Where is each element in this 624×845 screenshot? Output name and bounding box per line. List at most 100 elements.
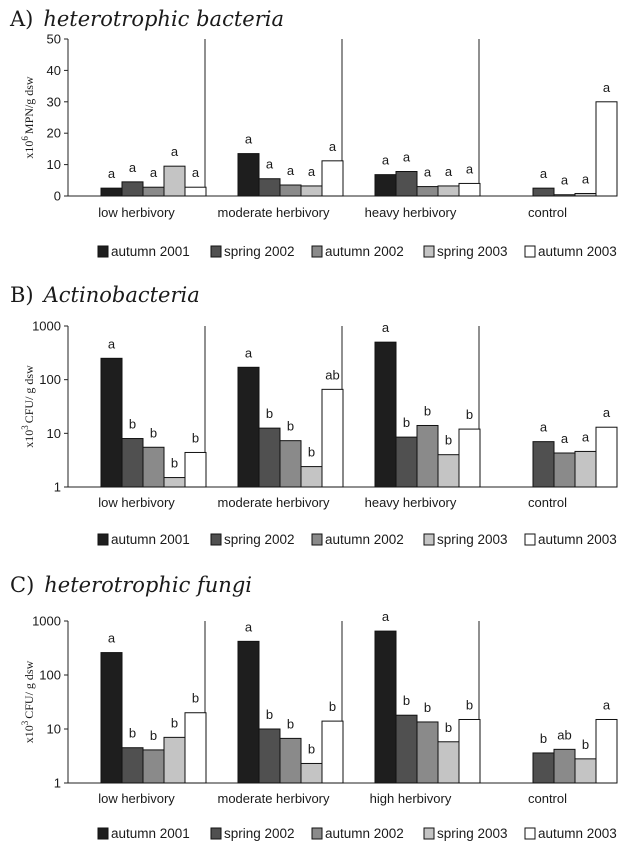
y-axis-label-base: x10 (22, 141, 36, 159)
legend-swatch (210, 533, 222, 546)
bar (395, 171, 418, 197)
bar (395, 436, 418, 488)
x-category-label: moderate herbivory (218, 205, 330, 220)
significance-label: b (308, 741, 315, 756)
legend: autumn 2001 spring 2002 autumn 2002 spring … (97, 826, 617, 841)
y-axis-label-exp: 6 (20, 136, 30, 141)
significance-label: a (403, 150, 411, 165)
y-tick-label: 100 (39, 372, 61, 387)
significance-label: b (266, 707, 273, 722)
significance-label: a (287, 163, 295, 178)
bar (121, 181, 144, 197)
panel-label: B) (10, 283, 34, 307)
y-axis-label: x103 CFU/ g dsw (20, 365, 36, 448)
bar (163, 165, 186, 197)
legend-label: autumn 2002 (325, 826, 404, 841)
y-tick-label: 1000 (32, 319, 61, 334)
y-axis-label-exp: 3 (20, 720, 30, 725)
significance-label: b (150, 728, 157, 743)
bar (121, 438, 144, 488)
significance-label: a (540, 420, 548, 435)
significance-label: ab (325, 367, 339, 382)
bar (437, 185, 460, 197)
legend-swatch (311, 827, 323, 840)
bar (258, 728, 281, 784)
bar (574, 758, 597, 784)
legend-label: autumn 2001 (111, 826, 190, 841)
bar (258, 178, 281, 197)
legend-label: autumn 2002 (325, 244, 404, 259)
y-tick-label: 50 (47, 32, 61, 47)
bar (237, 640, 260, 784)
significance-label: a (129, 160, 137, 175)
legend-label: autumn 2003 (538, 532, 617, 547)
significance-label: b (329, 699, 336, 714)
bar (532, 752, 555, 784)
bar (184, 451, 207, 488)
bar (163, 736, 186, 784)
bar (595, 426, 618, 488)
chart-panel-3: C) heterotrophic fungi 1 10 100 1000 x103 CFU/ … (10, 573, 618, 841)
bar (100, 652, 123, 784)
significance-label: b (466, 697, 473, 712)
significance-label: a (108, 166, 116, 181)
y-axis-label-base: x10 (22, 725, 36, 743)
bar (279, 184, 302, 197)
significance-label: b (466, 407, 473, 422)
y-tick-label: 0 (54, 189, 61, 204)
significance-label: b (403, 415, 410, 430)
significance-label: a (329, 139, 337, 154)
y-tick-label: 20 (47, 126, 61, 141)
significance-label: ab (557, 727, 571, 742)
chart-panel-1: A) heterotrophic bacteria 0 10 20 30 40 50 x106 M… (9, 7, 618, 259)
bar (142, 186, 165, 197)
legend-label: autumn 2002 (325, 532, 404, 547)
bar (321, 388, 344, 488)
bar (416, 186, 439, 197)
bar (416, 721, 439, 784)
legend-swatch (524, 827, 536, 840)
significance-label: a (582, 171, 590, 186)
bar (532, 441, 555, 488)
bar (574, 450, 597, 488)
y-axis-label-unit: CFU/ g dsw (22, 660, 36, 718)
significance-label: a (603, 80, 611, 95)
bar (142, 749, 165, 784)
bar (374, 174, 397, 197)
bar (395, 714, 418, 784)
bar (595, 718, 618, 784)
legend-label: spring 2002 (224, 532, 295, 547)
bar (458, 182, 481, 197)
x-category-label: high herbivory (370, 791, 452, 806)
bar (237, 366, 260, 488)
significance-label: a (245, 619, 253, 634)
bar (258, 427, 281, 488)
legend-label: autumn 2001 (111, 244, 190, 259)
significance-label: a (603, 405, 611, 420)
y-axis-label-exp: 3 (20, 425, 30, 430)
legend-swatch (423, 533, 435, 546)
legend-label: autumn 2001 (111, 532, 190, 547)
significance-label: a (245, 345, 253, 360)
panel-label: A) (9, 7, 33, 31)
significance-label: b (287, 716, 294, 731)
significance-label: b (150, 425, 157, 440)
significance-label: a (245, 132, 253, 147)
y-axis-label-base: x10 (22, 430, 36, 448)
panel-title-text: heterotrophic fungi (44, 573, 252, 597)
significance-label: a (171, 144, 179, 159)
bar (532, 187, 555, 197)
bar (595, 101, 618, 197)
bar (437, 454, 460, 488)
significance-label: b (540, 731, 547, 746)
significance-label: a (108, 631, 116, 646)
y-tick-label: 10 (47, 426, 61, 441)
legend-label: spring 2002 (224, 244, 295, 259)
panel-title: A) heterotrophic bacteria (9, 7, 284, 31)
x-category-label: low herbivory (98, 205, 175, 220)
legend-swatch (423, 827, 435, 840)
y-tick-label: 1000 (32, 614, 61, 629)
significance-label: b (287, 419, 294, 434)
bar (279, 440, 302, 488)
significance-label: b (171, 715, 178, 730)
